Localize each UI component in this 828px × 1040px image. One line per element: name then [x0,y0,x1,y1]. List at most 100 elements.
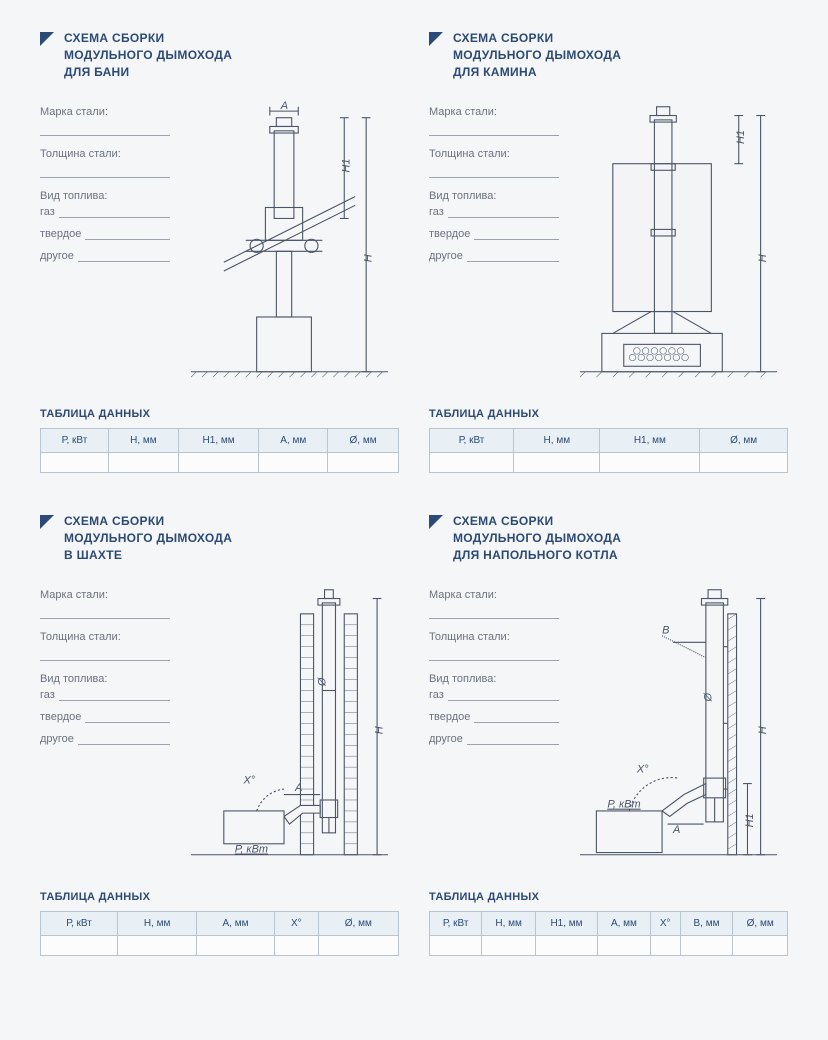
input-line[interactable] [448,206,559,218]
col-header: Ø, мм [318,912,398,936]
panel-shaft: СХЕМА СБОРКИМОДУЛЬНОГО ДЫМОХОДАВ ШАХТЕ М… [40,513,399,956]
input-line[interactable] [429,164,559,178]
fields-block: Марка стали: Толщина стали: Вид топлива:… [429,98,559,388]
input-line[interactable] [474,228,559,240]
dim-A: A [280,100,288,112]
panel-header: СХЕМА СБОРКИМОДУЛЬНОГО ДЫМОХОДАДЛЯ НАПОЛ… [429,513,788,563]
table-title: ТАБЛИЦА ДАННЫХ [429,408,788,420]
col-header: А, мм [598,912,651,936]
input-line[interactable] [40,605,170,619]
dim-H: H [374,727,386,735]
panel-title: СХЕМА СБОРКИМОДУЛЬНОГО ДЫМОХОДАДЛЯ КАМИН… [453,30,621,80]
input-line[interactable] [448,689,559,701]
panel-header: СХЕМА СБОРКИМОДУЛЬНОГО ДЫМОХОДАВ ШАХТЕ [40,513,399,563]
dim-H1: H1 [341,159,353,173]
table-title: ТАБЛИЦА ДАННЫХ [40,891,399,903]
fuel-solid: твердое [40,711,81,723]
dim-X: X° [636,764,649,776]
label-steel-brand: Марка стали: [429,106,559,118]
col-header: Н, мм [482,912,536,936]
diagram-kamin: H1 H [569,98,788,388]
dim-A: A [672,824,680,836]
input-line[interactable] [59,206,170,218]
input-line[interactable] [78,250,170,262]
fuel-solid: твердое [429,228,470,240]
dim-H1: H1 [735,130,747,144]
fields-block: Марка стали: Толщина стали: Вид топлива:… [429,581,559,871]
table-title: ТАБЛИЦА ДАННЫХ [429,891,788,903]
label-fuel-type: Вид топлива: [40,673,170,685]
input-line[interactable] [85,228,170,240]
input-line[interactable] [429,122,559,136]
input-line[interactable] [40,647,170,661]
dim-X: X° [243,775,256,787]
label-fuel-type: Вид топлива: [429,673,559,685]
fields-block: Марка стали: Толщина стали: Вид топлива:… [40,581,170,871]
col-header: Н, мм [514,429,600,453]
fuel-gas: газ [40,206,55,218]
triangle-icon [40,32,54,46]
dim-H: H [757,727,769,735]
col-header: Р, кВт [41,429,109,453]
label-steel-brand: Марка стали: [40,589,170,601]
label-steel-brand: Марка стали: [429,589,559,601]
fuel-solid: твердое [429,711,470,723]
col-header: Н1, мм [600,429,700,453]
panel-kamin: СХЕМА СБОРКИМОДУЛЬНОГО ДЫМОХОДАДЛЯ КАМИН… [429,30,788,473]
input-line[interactable] [474,711,559,723]
input-line[interactable] [467,733,559,745]
col-header: Н1, мм [178,429,259,453]
col-header: Н1, мм [535,912,597,936]
data-table-boiler: Р, кВт Н, мм Н1, мм А, мм X° В, мм Ø, мм [429,911,788,956]
dim-H1: H1 [744,814,756,828]
diagram-shaft: X° A Р, кВт Ø H [180,581,399,871]
fuel-gas: газ [429,206,444,218]
col-header: Р, кВт [430,912,482,936]
table-title: ТАБЛИЦА ДАННЫХ [40,408,399,420]
col-header: Н, мм [109,429,179,453]
input-line[interactable] [78,733,170,745]
panel-title: СХЕМА СБОРКИМОДУЛЬНОГО ДЫМОХОДАДЛЯ БАНИ [64,30,232,80]
col-header: Ø, мм [328,429,399,453]
fuel-solid: твердое [40,228,81,240]
input-line[interactable] [429,605,559,619]
fuel-other: другое [40,250,74,262]
dim-A: A [294,783,302,795]
triangle-icon [40,515,54,529]
col-header: X° [274,912,318,936]
input-line[interactable] [40,122,170,136]
input-line[interactable] [40,164,170,178]
col-header: Ø, мм [733,912,788,936]
dim-B: B [662,625,669,637]
col-header: А, мм [259,429,328,453]
diagram-banya: A H1 H [180,98,399,388]
data-table-kamin: Р, кВт Н, мм Н1, мм Ø, мм [429,428,788,473]
input-line[interactable] [429,647,559,661]
document-grid: СХЕМА СБОРКИМОДУЛЬНОГО ДЫМОХОДАДЛЯ БАНИ … [40,30,788,956]
dim-diameter: Ø [702,692,714,703]
label-steel-thickness: Толщина стали: [40,148,170,160]
fields-block: Марка стали: Толщина стали: Вид топлива:… [40,98,170,388]
label-P: Р, кВт [235,844,268,856]
dim-diameter: Ø [317,677,329,688]
fuel-other: другое [429,733,463,745]
col-header: Р, кВт [430,429,514,453]
panel-header: СХЕМА СБОРКИМОДУЛЬНОГО ДЫМОХОДАДЛЯ КАМИН… [429,30,788,80]
data-table-shaft: Р, кВт Н, мм А, мм X° Ø, мм [40,911,399,956]
col-header: В, мм [680,912,733,936]
col-header: Р, кВт [41,912,118,936]
input-line[interactable] [85,711,170,723]
input-line[interactable] [59,689,170,701]
label-P: Р, кВт [607,799,640,811]
diagram-boiler: X° B A Р, кВт Ø H H [569,581,788,871]
input-line[interactable] [467,250,559,262]
panel-boiler: СХЕМА СБОРКИМОДУЛЬНОГО ДЫМОХОДАДЛЯ НАПОЛ… [429,513,788,956]
triangle-icon [429,515,443,529]
fuel-gas: газ [429,689,444,701]
col-header: Н, мм [118,912,197,936]
panel-title: СХЕМА СБОРКИМОДУЛЬНОГО ДЫМОХОДАДЛЯ НАПОЛ… [453,513,621,563]
label-steel-thickness: Толщина стали: [429,631,559,643]
fuel-other: другое [429,250,463,262]
panel-title: СХЕМА СБОРКИМОДУЛЬНОГО ДЫМОХОДАВ ШАХТЕ [64,513,232,563]
dim-H: H [363,255,375,263]
